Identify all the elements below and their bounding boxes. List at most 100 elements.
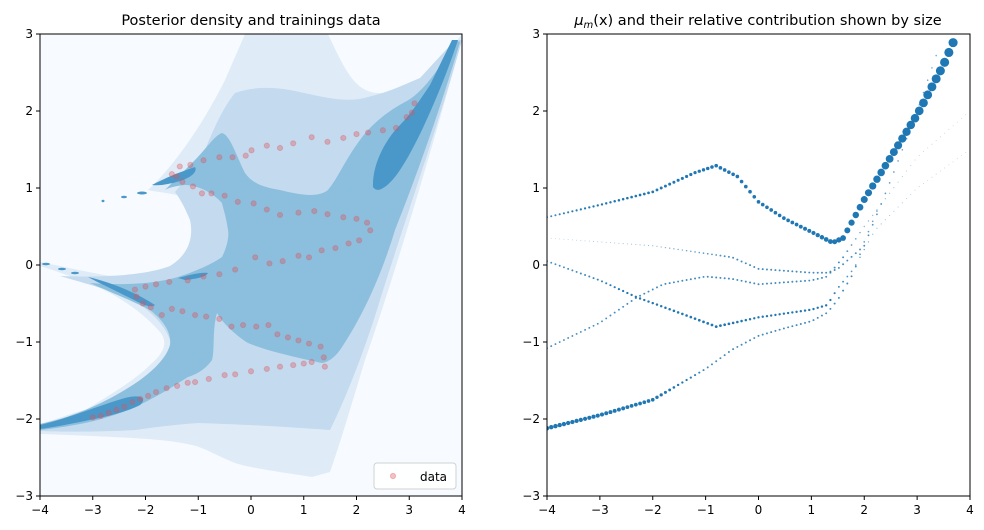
data-point xyxy=(133,293,140,300)
mean-point xyxy=(647,191,650,195)
mean-point xyxy=(869,182,877,190)
mean-point xyxy=(689,315,693,319)
x-tick-label: 4 xyxy=(966,503,974,517)
data-point xyxy=(232,371,239,378)
mean-point xyxy=(791,325,794,328)
mean-point xyxy=(732,348,735,351)
mean-point xyxy=(681,279,684,282)
y-tick-label: −3 xyxy=(15,489,33,503)
legend-box xyxy=(373,462,457,490)
mean-point xyxy=(863,241,866,243)
mean-point xyxy=(558,213,561,216)
mean-point xyxy=(680,176,684,180)
data-point xyxy=(166,278,173,286)
contour-level-4-upper-left xyxy=(152,167,196,186)
mean-point xyxy=(952,125,954,127)
mean-point xyxy=(588,326,591,329)
mean-point xyxy=(723,277,726,280)
x-tick-label: 0 xyxy=(247,503,255,517)
mean-point xyxy=(736,345,739,348)
x-tick-label: 3 xyxy=(913,503,921,517)
mean-point xyxy=(727,277,730,280)
mean-point xyxy=(910,193,912,195)
mean-point xyxy=(711,253,713,256)
mean-point xyxy=(638,401,642,406)
mean-point xyxy=(961,155,962,157)
mean-point xyxy=(744,318,748,322)
mean-point xyxy=(854,238,857,240)
mean-point xyxy=(693,170,697,175)
mean-point xyxy=(901,202,903,204)
mean-point xyxy=(918,104,921,106)
streak-mark xyxy=(42,262,50,266)
mean-point xyxy=(804,271,807,274)
data-point xyxy=(191,311,199,319)
data-point xyxy=(174,382,181,389)
mean-point xyxy=(871,220,874,223)
title-subscript: m xyxy=(584,20,594,31)
y-tick-label: −2 xyxy=(522,412,540,426)
mean-point xyxy=(926,79,929,81)
mean-point xyxy=(752,194,757,199)
mean-point xyxy=(956,158,958,160)
plot-background xyxy=(547,34,970,496)
mean-point xyxy=(592,205,595,208)
mean-point xyxy=(901,148,904,151)
mean-point xyxy=(939,136,941,138)
mean-point xyxy=(948,164,950,166)
data-point xyxy=(356,237,363,244)
data-points xyxy=(89,100,418,421)
mean-point xyxy=(850,270,853,273)
mean-point xyxy=(872,233,874,235)
mean-point xyxy=(846,259,849,262)
data-point xyxy=(379,127,386,134)
mean-point xyxy=(833,269,836,271)
mean-point xyxy=(798,224,803,229)
mean-point xyxy=(782,216,786,220)
mean-point xyxy=(714,325,718,328)
mean-point xyxy=(956,121,958,123)
data-point xyxy=(403,114,410,121)
data-point xyxy=(142,283,149,290)
mean-point xyxy=(694,251,696,253)
mean-point xyxy=(919,98,928,108)
mean-point xyxy=(812,307,815,311)
mean-point xyxy=(596,322,599,325)
mean-point xyxy=(681,381,684,384)
mean-point xyxy=(894,141,903,150)
mean-point xyxy=(651,190,655,194)
data-point xyxy=(173,173,180,180)
density-contours xyxy=(40,34,462,477)
mean-point xyxy=(719,254,722,257)
mean-point xyxy=(795,280,798,283)
mean-point xyxy=(850,255,853,258)
mean-point xyxy=(740,260,743,263)
mean-point xyxy=(893,171,895,173)
mean-point xyxy=(825,275,828,278)
y-tick-label: −2 xyxy=(15,412,33,426)
streak-mark xyxy=(101,199,105,203)
mean-point xyxy=(612,408,617,413)
mean-point xyxy=(816,277,819,280)
mean-point xyxy=(554,343,557,346)
mean-point xyxy=(918,185,920,187)
data-point xyxy=(97,412,104,420)
y-tick-label: 3 xyxy=(532,27,540,41)
mean-point xyxy=(948,38,958,48)
mean-point xyxy=(621,406,626,411)
mean-point xyxy=(621,197,625,201)
mean-point xyxy=(575,270,578,273)
data-point xyxy=(290,362,297,369)
mean-point xyxy=(676,383,680,387)
mean-point xyxy=(774,269,777,272)
contour-level-4-middle xyxy=(178,272,208,280)
mean-point xyxy=(659,393,663,397)
mean-point xyxy=(881,161,890,170)
mean-point xyxy=(906,170,908,172)
data-point xyxy=(129,398,136,406)
mean-point xyxy=(816,306,819,310)
mean-point xyxy=(698,371,701,374)
mean-point xyxy=(706,366,709,369)
mean-point xyxy=(668,308,671,311)
data-point xyxy=(252,254,259,261)
